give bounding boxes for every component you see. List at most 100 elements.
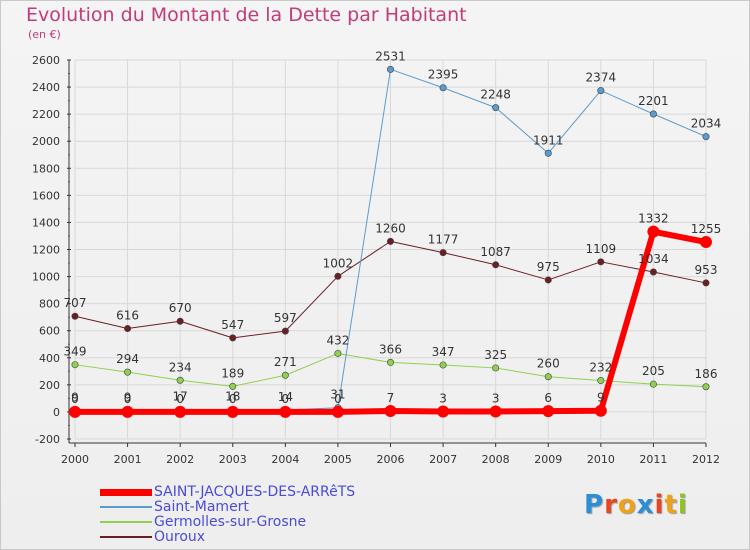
y-tick-label: 2600 [32, 54, 60, 67]
data-label: 17 [173, 390, 188, 404]
y-tick-label: -200 [35, 433, 60, 446]
data-point [492, 364, 500, 372]
logo-letter: r [604, 490, 618, 520]
legend-item-2: Germolles-sur-Grosne [100, 514, 306, 530]
y-tick-label: 2200 [32, 108, 60, 121]
legend-item-3: Ouroux [100, 529, 205, 545]
data-label: 205 [642, 364, 665, 378]
data-label: 2248 [480, 88, 511, 102]
legend-swatch [100, 488, 152, 496]
data-point [386, 237, 394, 245]
data-point [281, 327, 289, 335]
data-point [69, 405, 81, 418]
chart-unit: (en €) [28, 28, 61, 41]
x-tick-label: 2011 [639, 453, 667, 466]
data-point [124, 325, 132, 333]
data-label: 975 [537, 260, 560, 274]
x-tick-label: 2012 [692, 453, 720, 466]
data-point [439, 84, 447, 92]
x-tick-label: 2010 [587, 453, 615, 466]
logo-letter: t [664, 490, 678, 520]
y-tick-label: 0 [53, 406, 60, 419]
data-point [649, 380, 657, 388]
data-point [334, 349, 342, 357]
y-tick-label: 1200 [32, 244, 60, 257]
data-point [492, 261, 500, 269]
data-label: 547 [221, 318, 244, 332]
data-label: 2395 [428, 68, 459, 82]
y-tick-label: 1400 [32, 216, 60, 229]
data-point [386, 65, 394, 73]
data-point [229, 334, 237, 342]
data-point [492, 104, 500, 112]
data-label: 0 [282, 392, 290, 406]
data-label: 347 [432, 345, 455, 359]
data-label: 234 [169, 360, 192, 374]
data-label: 366 [379, 342, 402, 356]
y-tick-label: 600 [39, 325, 60, 338]
x-tick-label: 2001 [114, 453, 142, 466]
x-tick-label: 2006 [377, 453, 405, 466]
data-point [439, 361, 447, 369]
data-label: 707 [64, 296, 87, 310]
data-label: 18 [225, 389, 240, 403]
data-point [174, 405, 187, 418]
data-label: 1255 [691, 222, 722, 236]
legend-swatch [100, 521, 152, 523]
data-point [439, 249, 447, 257]
data-point [647, 225, 660, 238]
x-tick-label: 2009 [534, 453, 562, 466]
legend-item-1: Saint-Mamert [100, 499, 249, 515]
data-label: 1177 [428, 233, 459, 247]
logo-letter: i [677, 490, 688, 520]
legend-item-0: SAINT-JACQUES-DES-ARRêTS [100, 484, 355, 500]
data-point [334, 272, 342, 280]
data-label: 3 [439, 392, 447, 406]
data-label: 2201 [638, 94, 669, 108]
data-point [649, 110, 657, 118]
y-tick-label: 400 [39, 352, 60, 365]
data-label: 2531 [375, 49, 406, 63]
data-point [597, 87, 605, 95]
legend-label: Ouroux [154, 529, 206, 545]
data-point [71, 361, 79, 369]
x-tick-label: 2003 [219, 453, 247, 466]
data-point [649, 268, 657, 276]
data-label: 2034 [691, 117, 722, 131]
data-label: 1034 [638, 252, 669, 266]
data-point [597, 258, 605, 266]
data-point [437, 405, 450, 418]
data-label: 597 [274, 311, 297, 325]
data-point [544, 373, 552, 381]
data-label: 1087 [480, 245, 511, 259]
data-label: 2374 [586, 71, 617, 85]
data-point [176, 376, 184, 384]
x-tick-label: 2002 [166, 453, 194, 466]
chart-title: Evolution du Montant de la Dette par Hab… [26, 4, 467, 26]
data-label: 1260 [375, 221, 406, 235]
data-point [702, 383, 710, 391]
data-label: 189 [221, 366, 244, 380]
x-tick-label: 2000 [61, 453, 89, 466]
data-label: 1911 [533, 133, 564, 147]
x-tick-label: 2007 [429, 453, 457, 466]
data-label: 294 [116, 352, 139, 366]
data-label: 9 [124, 391, 132, 405]
data-point [594, 404, 607, 417]
data-label: 432 [326, 333, 349, 347]
data-point [702, 279, 710, 287]
data-label: 9 [71, 391, 79, 405]
data-point [176, 317, 184, 325]
data-point [279, 405, 292, 418]
data-label: 1109 [586, 242, 617, 256]
data-point [544, 276, 552, 284]
series-layer [69, 65, 712, 418]
data-point [489, 405, 502, 418]
logo-letter: x [636, 490, 655, 520]
y-tick-label: 2000 [32, 135, 60, 148]
x-tick-label: 2008 [482, 453, 510, 466]
data-point [121, 405, 134, 418]
data-point [124, 368, 132, 376]
